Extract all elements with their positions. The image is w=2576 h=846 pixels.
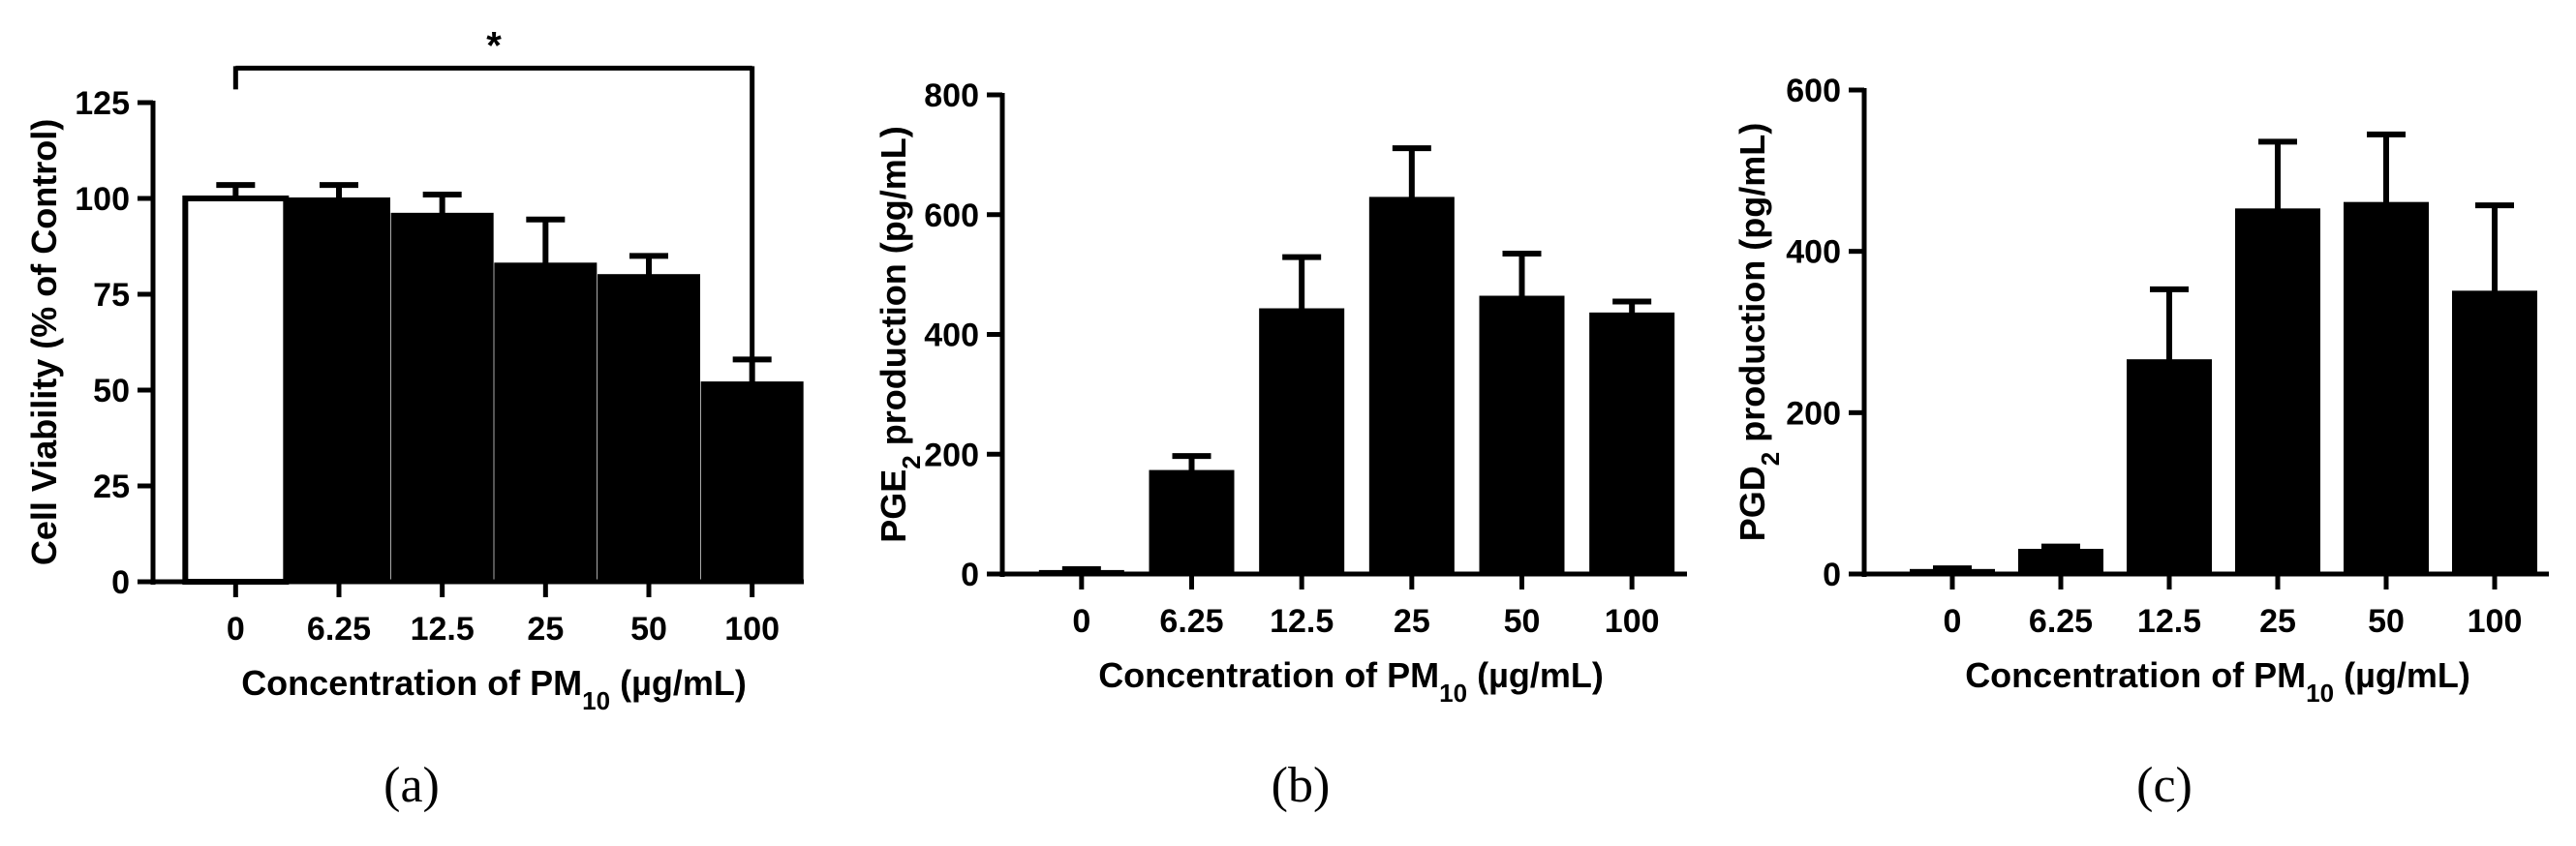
y-axis-title: PGE2 production (pg/mL) [874, 126, 926, 542]
x-tick-label: 25 [1394, 603, 1430, 640]
y-tick-label: 75 [93, 277, 130, 314]
chart-panel-c: 0 200 400 600 0 6.25 12.5 25 50 100 Concentration … [1733, 73, 2549, 813]
x-tick-label: 50 [2368, 603, 2405, 640]
y-tick-label: 100 [75, 181, 130, 218]
y-tick-label: 50 [93, 373, 130, 409]
x-tick-label: 100 [724, 611, 780, 648]
y-tick-label: 200 [1786, 395, 1841, 432]
x-tick-label: 50 [1504, 603, 1541, 640]
panel-label: (c) [2136, 758, 2193, 813]
bar [182, 196, 290, 585]
x-tick-label: 25 [2259, 603, 2296, 640]
x-tick-label: 12.5 [2137, 603, 2201, 640]
x-axis-title: Concentration of PM10 (µg/mL) [1965, 655, 2470, 708]
y-axis-title: Cell Viability (% of Control) [24, 119, 64, 565]
y-axis-title: PGD2 production (pg/mL) [1733, 123, 1785, 541]
y-tick-label: 200 [924, 437, 979, 473]
x-tick-label: 6.25 [2029, 603, 2093, 640]
y-tick-label: 0 [111, 564, 130, 601]
x-tick-label: 25 [527, 611, 564, 648]
chart-panel-a: 0 25 50 75 100 125 0 6.25 12.5 25 50 100 Concentrati… [24, 24, 804, 813]
y-tick-label: 400 [1786, 234, 1841, 271]
bar [2344, 201, 2429, 576]
bar [1368, 196, 1455, 576]
x-tick-label: 12.5 [411, 611, 475, 648]
y-tick-label: 600 [924, 197, 979, 234]
chart-panel-b: 0 200 400 600 800 0 6.25 12.5 25 50 100Concentrati… [874, 77, 1687, 813]
x-axis-title: Concentration of PM10 (µg/mL) [1098, 655, 1604, 708]
y-tick-label: 400 [924, 317, 979, 354]
bar [288, 197, 390, 583]
x-tick-label: 0 [227, 611, 245, 648]
y-tick-label: 0 [961, 557, 979, 593]
x-tick-label: 6.25 [307, 611, 371, 648]
bar [1259, 308, 1345, 575]
y-tick-label: 600 [1786, 73, 1841, 109]
panel-label: (a) [383, 758, 440, 813]
bar [2452, 290, 2537, 575]
x-tick-label: 100 [2468, 603, 2523, 640]
bar [2127, 359, 2212, 575]
panel-label: (b) [1272, 758, 1331, 813]
bar [2235, 208, 2320, 575]
y-tick-label: 800 [924, 77, 979, 114]
bar [2018, 549, 2103, 575]
x-tick-label: 6.25 [1159, 603, 1223, 640]
x-tick-label: 100 [1605, 603, 1660, 640]
x-tick-label: 50 [630, 611, 667, 648]
bar [494, 262, 598, 583]
bar [1479, 295, 1565, 575]
y-tick-label: 25 [93, 468, 130, 505]
y-tick-label: 125 [75, 85, 130, 122]
x-tick-label: 0 [1944, 603, 1962, 640]
bar [390, 212, 494, 583]
significance-label: * [486, 24, 502, 67]
bar [1589, 312, 1675, 575]
bar [598, 274, 700, 583]
x-axis-title: Concentration of PM10 (µg/mL) [241, 663, 747, 715]
x-tick-label: 0 [1072, 603, 1090, 640]
bar [1149, 469, 1235, 576]
y-tick-label: 0 [1823, 557, 1841, 593]
x-tick-label: 12.5 [1270, 603, 1334, 640]
